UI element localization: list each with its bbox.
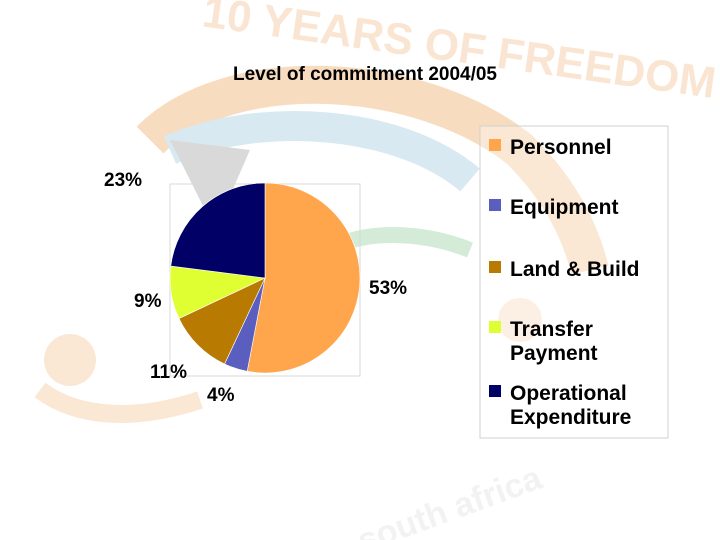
pie-slice-operational-expenditure bbox=[170, 182, 266, 279]
data-label-3: 11% bbox=[150, 362, 187, 383]
legend-swatch-4 bbox=[489, 321, 501, 333]
legend-label-1: Personnel bbox=[510, 136, 612, 159]
watermark-figure-band bbox=[34, 382, 203, 423]
legend: Personnel Equipment Land & Build TransferPa… bbox=[489, 136, 640, 429]
data-label-4: 9% bbox=[134, 291, 162, 312]
data-label-1: 53% bbox=[369, 278, 407, 299]
legend-label-5-line-1: Operational bbox=[510, 382, 627, 405]
pie-data-labels: 53% 4% 11% 9% 23% bbox=[104, 170, 407, 406]
legend-swatch-5 bbox=[489, 385, 501, 397]
legend-label-4-line-1: Transfer bbox=[510, 318, 593, 341]
data-label-2: 4% bbox=[207, 385, 235, 406]
pie-slice-land-build bbox=[178, 277, 266, 365]
legend-swatch-2 bbox=[489, 199, 501, 211]
watermark-triangle bbox=[170, 140, 250, 230]
legend-swatch-1 bbox=[489, 139, 501, 151]
watermark-arc-orange bbox=[136, 65, 609, 275]
watermark-text-bottom: south africa bbox=[353, 459, 548, 540]
pie-chart bbox=[169, 182, 361, 374]
legend-label-4-line-2: Payment bbox=[510, 342, 598, 365]
watermark-figure-1 bbox=[44, 334, 96, 386]
data-label-5: 23% bbox=[104, 170, 142, 191]
watermark-figure-2 bbox=[498, 298, 542, 342]
watermark-arc-blue bbox=[163, 111, 480, 192]
legend-box bbox=[479, 125, 669, 439]
legend-label-5-line-2: Expenditure bbox=[510, 406, 631, 429]
legend-label-3: Land & Build bbox=[510, 258, 640, 281]
legend-swatch-3 bbox=[489, 261, 501, 273]
legend-label-2: Equipment bbox=[510, 196, 619, 219]
chart-title: Level of commitment 2004/05 bbox=[233, 64, 497, 85]
pie-slice-personnel bbox=[246, 182, 361, 374]
